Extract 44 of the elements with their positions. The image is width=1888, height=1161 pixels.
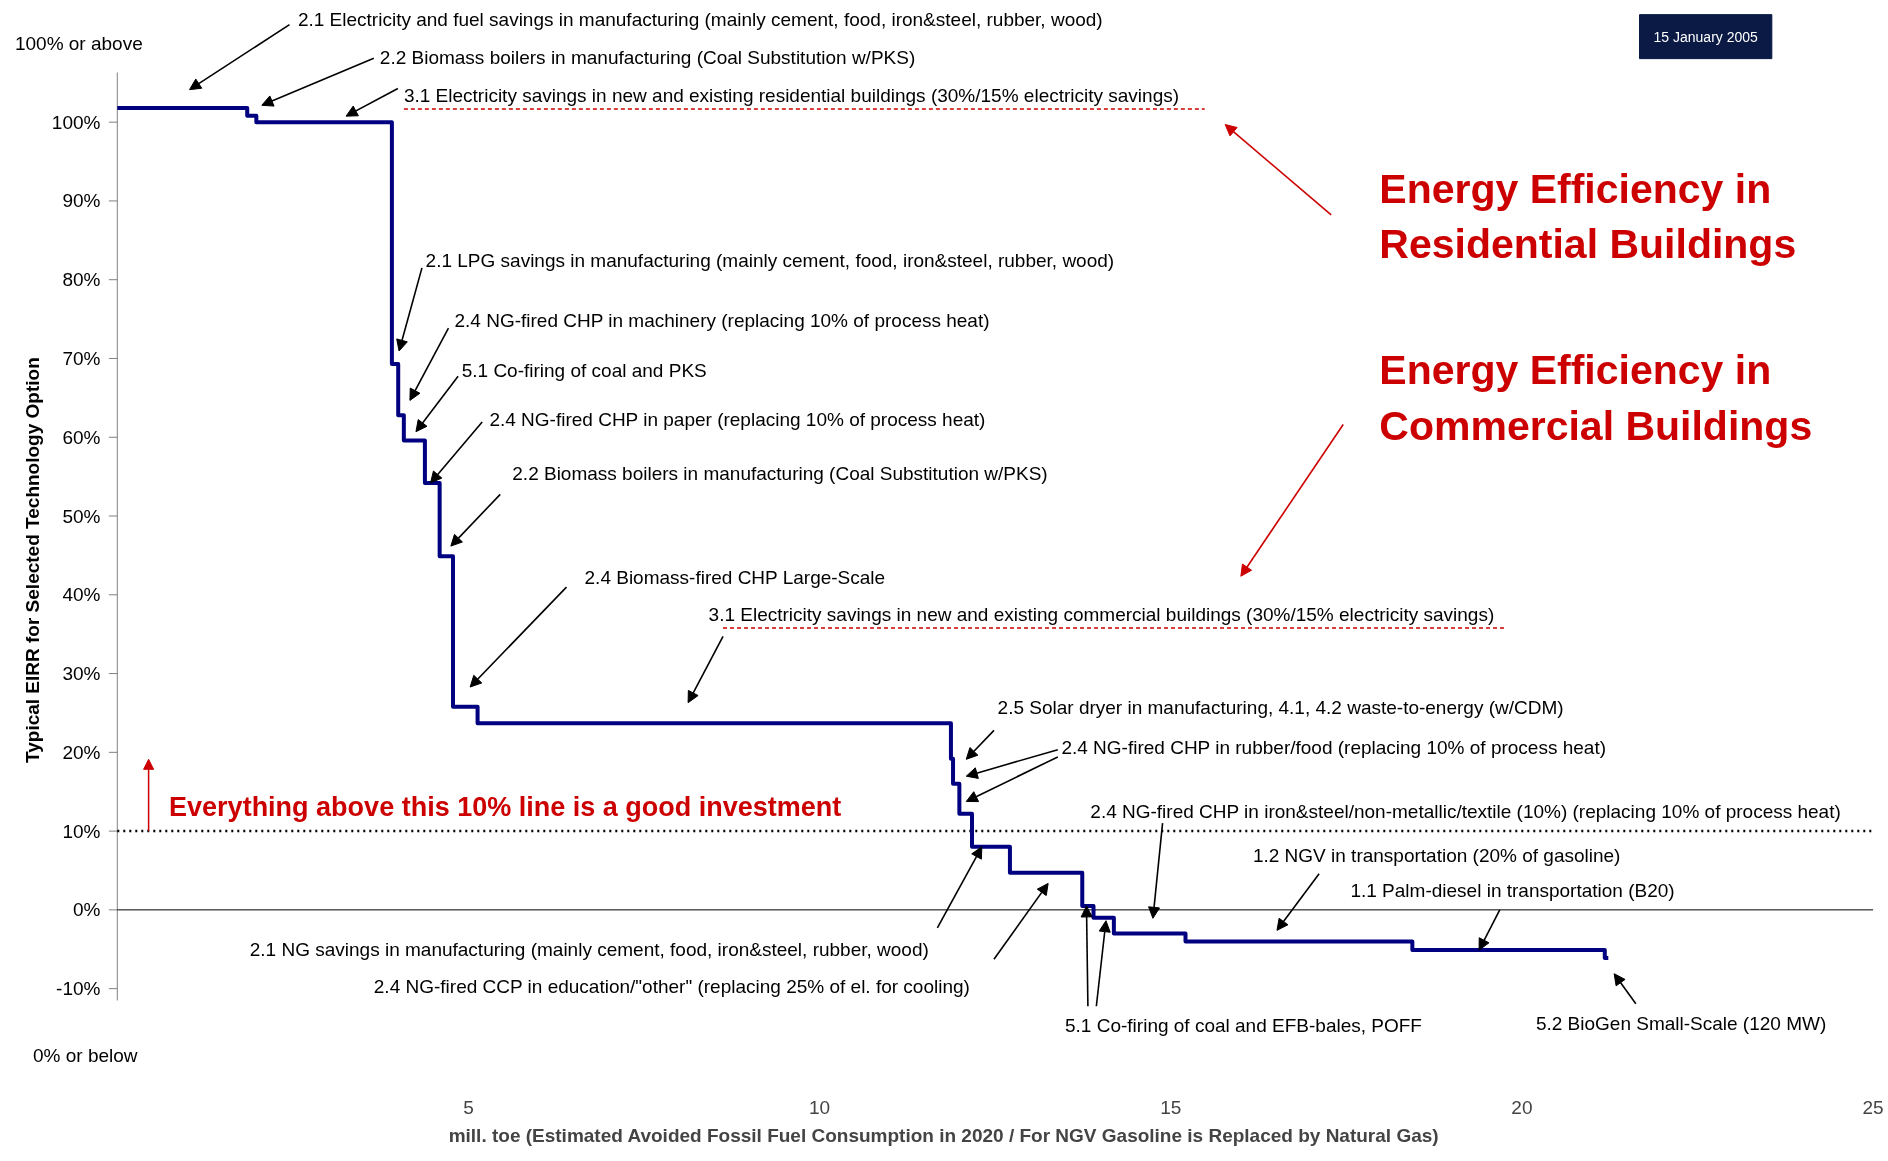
y-tick-label: 20% — [62, 741, 101, 763]
annotation: 2.4 NG-fired CHP in iron&steel/non-metallic/textile (10%) (replacing 10% of process heat) — [1090, 800, 1841, 822]
y-tick-label: -10% — [56, 978, 101, 1000]
annotation: 1.2 NGV in transportation (20% of gasoline) — [1252, 845, 1621, 867]
y-tick-label: 70% — [62, 347, 101, 369]
annotation: 5.1 Co-firing of coal and EFB-bales, POFF — [1065, 1015, 1422, 1036]
annotation: 5.1 Co-firing of coal and PKS — [461, 359, 707, 381]
annotation: 3.1 Electricity savings in new and existing residential buildings (30%/15% electricity savings) — [403, 85, 1180, 107]
annotation: 2.4 NG-fired CHP in rubber/food (replacing 10% of process heat) — [1061, 736, 1607, 758]
text: 0% or below — [32, 1045, 138, 1067]
annotation: 2.4 NG-fired CHP in machinery (replacing 10% of process heat) — [454, 310, 990, 332]
x-tick-label: 10 — [809, 1096, 831, 1118]
y-tick-label: 10% — [62, 820, 101, 842]
annotation: Energy Efficiency in Commercial Buildings — [1379, 347, 1813, 449]
annotation: 1.1 Palm-diesel in transportation (B20) — [1350, 880, 1675, 902]
x-tick-label: 15 — [1160, 1096, 1182, 1118]
text: 15 January 2005 — [1653, 28, 1759, 45]
annotation: 3.1 Electricity savings in new and existing commercial buildings (30%/15% electricity savings) — [708, 604, 1495, 626]
annotation: 2.4 NG-fired CCP in education/"other" (replacing 25% of el. for cooling) — [373, 976, 970, 998]
x-tick-label: 5 — [463, 1096, 474, 1118]
y-axis-title: Typical EIRR for Selected Technology Option — [22, 357, 44, 763]
text: 5.2 BioGen Small-Scale (120 MW) — [1535, 1012, 1827, 1034]
y-tick-label: 100% — [51, 111, 101, 133]
x-tick-label: 20 — [1511, 1096, 1533, 1118]
ref-line-label: Everything above this 10% line is a good investment — [169, 792, 842, 823]
text: 2.1 Electricity and fuel savings in manufacturing (mainly cement, food, iron&steel, rubber, wood) — [297, 9, 1103, 31]
annotation: 2.1 LPG savings in manufacturing (mainly cement, food, iron&steel, rubber, wood) — [425, 250, 1115, 272]
annotation: Energy Efficiency in Residential Buildings — [1379, 165, 1797, 267]
y-tick-label: 30% — [62, 663, 101, 685]
y-tick-label: 80% — [62, 269, 101, 291]
y-tick-label: 50% — [62, 505, 101, 527]
x-tick-label: 25 — [1862, 1096, 1884, 1118]
annotation: 2.4 Biomass-fired CHP Large-Scale — [584, 566, 886, 588]
text: 2.2 Biomass boilers in manufacturing (Coal Substitution w/PKS) — [379, 46, 916, 68]
y-tick-label: 0% — [72, 899, 101, 921]
annotation: 2.1 NG savings in manufacturing (mainly cement, food, iron&steel, rubber, wood) — [249, 939, 929, 961]
annotation: 2.5 Solar dryer in manufacturing, 4.1, 4.2 waste-to-energy (w/CDM) — [997, 697, 1564, 719]
text: 100% or above — [14, 33, 143, 55]
annotation: 2.4 NG-fired CHP in paper (replacing 10% of process heat) — [489, 409, 986, 431]
y-tick-label: 40% — [62, 584, 101, 606]
x-axis-title: mill. toe (Estimated Avoided Fossil Fuel Consumption in 2020 / For NGV Gasoline is Replaced by Natural Gas) — [448, 1124, 1439, 1146]
y-tick-label: 90% — [62, 190, 101, 212]
annotation: 2.2 Biomass boilers in manufacturing (Coal Substitution w/PKS) — [512, 463, 1048, 485]
y-tick-label: 60% — [62, 426, 101, 448]
